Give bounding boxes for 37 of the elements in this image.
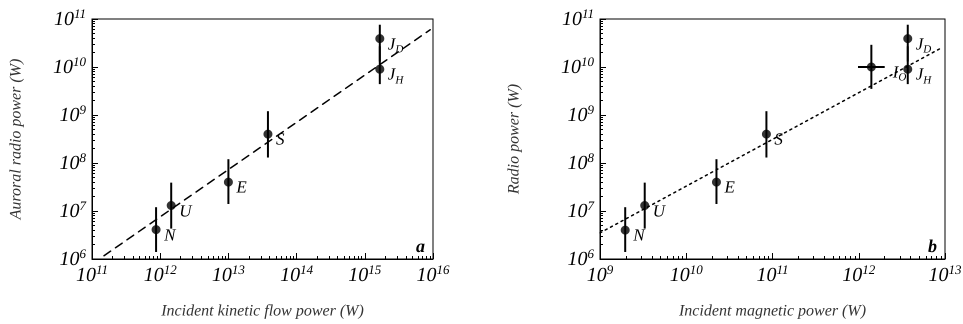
annotation: J$_{D}$ xyxy=(388,34,404,56)
annotation: U xyxy=(652,201,665,220)
y-tick-label: 10$^{7}$ xyxy=(568,198,594,222)
y-tick-label: 10$^{10}$ xyxy=(53,54,86,78)
annotation: U xyxy=(179,201,192,220)
x-axis-title: Incident magnetic power (W) xyxy=(678,302,866,320)
x-tick-label: 10$^{11}$ xyxy=(756,262,789,286)
x-axis-title: Incident kinetic flow power (W) xyxy=(160,302,364,320)
x-tick-label: 10$^{16}$ xyxy=(416,262,450,286)
y-axis-title: Radio power (W) xyxy=(506,84,522,196)
y-tick-label: 10$^{8}$ xyxy=(60,150,86,174)
x-tick-label: 10$^{10}$ xyxy=(670,262,703,286)
annotation: N xyxy=(633,226,645,245)
x-tick-label: 10$^{9}$ xyxy=(586,262,614,286)
y-tick-label: 10$^{9}$ xyxy=(60,102,86,126)
annotation: J$_{D}$ xyxy=(916,34,932,56)
y-tick-label: 10$^{11}$ xyxy=(562,6,594,30)
annotation: S xyxy=(774,130,783,149)
annotation: N xyxy=(164,225,176,244)
annotation: E xyxy=(236,178,247,197)
y-tick-label: 10$^{9}$ xyxy=(568,102,594,126)
annotation: a xyxy=(416,236,425,256)
annotation: J$_{H}$ xyxy=(388,64,404,86)
y-tick-label: 10$^{7}$ xyxy=(60,198,86,222)
annotation: E xyxy=(724,178,735,197)
y-axis-title: Auroral radio power (W) xyxy=(8,58,24,220)
annotation: J$_{H}$ xyxy=(916,64,932,86)
x-tick-label: 10$^{13}$ xyxy=(928,262,962,286)
y-tick-label: 10$^{11}$ xyxy=(54,6,86,30)
y-tick-label: 10$^{10}$ xyxy=(561,54,594,78)
x-tick-label: 10$^{12}$ xyxy=(842,262,876,286)
x-tick-label: 10$^{13}$ xyxy=(212,262,245,286)
annotation: b xyxy=(928,236,937,256)
y-tick-label: 10$^{8}$ xyxy=(568,150,594,174)
x-tick-label: 10$^{14}$ xyxy=(280,262,314,286)
x-tick-label: 10$^{15}$ xyxy=(348,262,382,286)
x-tick-label: 10$^{12}$ xyxy=(144,262,177,286)
